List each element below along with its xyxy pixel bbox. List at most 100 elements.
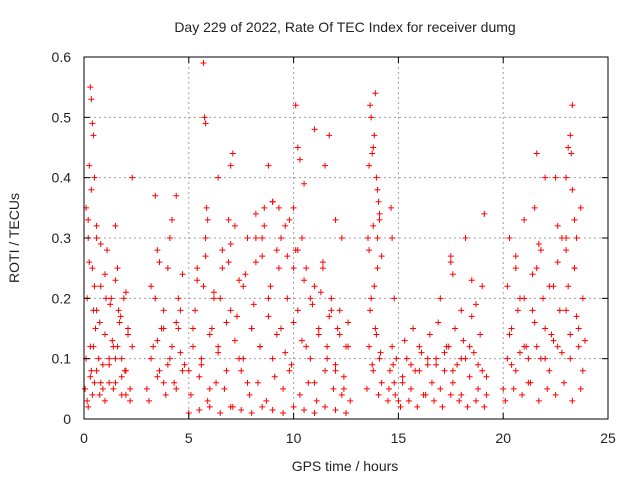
data-point (569, 397, 576, 404)
data-point (322, 367, 329, 374)
data-point (389, 235, 396, 241)
data-point (122, 289, 129, 296)
data-point (332, 216, 339, 223)
data-point (568, 150, 575, 157)
data-point (422, 391, 429, 398)
data-point (533, 265, 540, 272)
data-point (118, 355, 125, 362)
data-point (192, 307, 199, 314)
data-point (164, 265, 171, 272)
data-point (175, 295, 182, 302)
data-point (373, 174, 380, 181)
data-point (311, 126, 318, 133)
data-point (387, 367, 394, 374)
data-point (388, 204, 395, 211)
data-point (236, 277, 243, 284)
data-point (269, 198, 276, 205)
data-point (542, 355, 549, 362)
data-point (160, 307, 167, 314)
data-point (238, 367, 245, 374)
data-point (242, 271, 249, 278)
data-point (470, 349, 477, 356)
data-point (215, 343, 222, 350)
data-point (116, 319, 123, 326)
data-point (252, 259, 259, 266)
y-axis-ticks: 0 0.1 0.2 0.3 0.4 0.5 0.6 (52, 49, 608, 427)
data-point (516, 349, 523, 356)
data-point (563, 174, 570, 181)
data-point (468, 277, 475, 284)
data-point (225, 259, 232, 266)
data-point (535, 397, 542, 404)
data-point (510, 385, 517, 392)
data-point (334, 325, 341, 332)
data-point (449, 367, 456, 374)
data-point (166, 235, 173, 241)
data-point (250, 301, 257, 308)
data-point (252, 210, 259, 217)
data-point (376, 355, 383, 362)
data-point (99, 385, 106, 392)
data-point (173, 192, 180, 199)
data-point (303, 343, 310, 350)
data-point (378, 253, 385, 260)
data-point (164, 361, 171, 368)
data-point (395, 397, 402, 404)
data-point (89, 120, 96, 127)
data-point (114, 265, 121, 272)
data-point (573, 313, 580, 320)
data-point (112, 355, 119, 362)
data-point (410, 325, 417, 332)
data-point (301, 406, 308, 413)
data-point (315, 331, 322, 338)
data-point (97, 379, 104, 386)
data-point (127, 397, 134, 404)
data-point (248, 409, 255, 416)
data-point (399, 373, 406, 380)
data-point (238, 406, 245, 413)
data-point (554, 343, 561, 350)
data-point (542, 325, 549, 332)
data-point (521, 216, 528, 223)
data-point (90, 343, 97, 350)
data-point (368, 295, 375, 302)
data-point (282, 222, 289, 229)
data-point (301, 180, 308, 187)
data-point (125, 325, 132, 332)
data-point (500, 385, 507, 392)
data-point (284, 253, 291, 260)
data-point (125, 331, 132, 338)
data-point (416, 343, 423, 350)
data-point (458, 355, 465, 362)
data-point (97, 241, 104, 248)
data-point (257, 343, 264, 350)
data-point (347, 397, 354, 404)
data-point (261, 222, 268, 229)
data-point (405, 397, 412, 404)
data-point (271, 373, 278, 380)
data-point (468, 313, 475, 320)
data-point (523, 343, 530, 350)
data-point (154, 373, 161, 380)
data-point (101, 271, 108, 278)
data-point (185, 367, 192, 374)
data-point (462, 235, 469, 241)
chart-title: Day 229 of 2022, Rate Of TEC Index for r… (174, 19, 515, 35)
y-tick-label: 0.2 (52, 290, 72, 306)
data-point (385, 385, 392, 392)
data-point (267, 283, 274, 290)
data-point (311, 379, 318, 386)
data-point (303, 265, 310, 272)
data-point (527, 379, 534, 386)
data-point (466, 373, 473, 380)
data-point (529, 271, 536, 278)
data-point (278, 235, 285, 241)
data-point (560, 379, 567, 386)
data-point (579, 367, 586, 374)
data-point (227, 162, 234, 169)
data-point (282, 349, 289, 356)
data-point (280, 385, 287, 392)
data-point (85, 216, 92, 223)
data-point (231, 222, 238, 229)
